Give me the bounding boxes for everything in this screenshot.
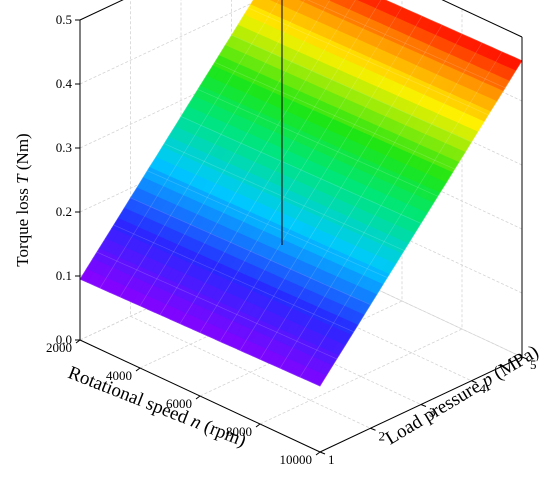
axis-lines [75,0,528,456]
axis-line [441,0,523,38]
x-tick-label: 6000 [166,396,192,411]
surface-mesh-line [130,197,371,306]
y-tick-label: 3 [429,405,436,420]
x-tick-mark [135,367,141,372]
surface-mesh-line [214,61,455,170]
y-tick-mark [521,356,528,360]
x-tick-label: 10000 [280,452,313,467]
surface-mesh-line [164,143,405,251]
surface-mesh-line [307,0,506,89]
surface-mesh-line [179,0,382,324]
surface-mesh-line [180,116,422,224]
z-tick-label: 0.5 [56,12,72,27]
surface-mesh-line [96,251,337,360]
surface-mesh-line [384,0,523,62]
x-tick-mark [315,451,321,456]
surface-mesh-line [139,0,331,307]
x-tick-mark [75,339,81,344]
surface-mesh-line [79,0,254,280]
z-tick-label: 0.2 [56,204,72,219]
axis-line [79,0,124,21]
x-tick-label: 8000 [226,424,252,439]
y-tick-label: 5 [530,357,537,372]
surface-mesh-line [231,34,472,143]
x-tick-label: 4000 [106,368,132,383]
surface-mesh-line [79,278,321,387]
x-tick-mark [255,423,261,428]
surface-plot [79,0,523,387]
surface-mesh-line [259,33,463,360]
surface-mesh-line [279,42,483,369]
surface-mesh-line [147,170,388,278]
surface-mesh-line [239,24,443,351]
surface-mesh-line [319,60,523,387]
surface-mesh-line [248,7,489,116]
z-tick-label: 0.3 [56,140,72,155]
y-tick-label: 4 [480,381,487,396]
x-tick-label: 2000 [46,340,72,355]
y-tick-mark [319,451,326,455]
y-tick-label: 1 [328,452,335,467]
surface-mesh-line [159,0,356,315]
z-tick-label: 0.4 [56,76,73,91]
y-tick-mark [471,380,477,384]
z-tick-label: 0.1 [56,268,72,283]
x-tick-mark [195,395,201,400]
y-tick-mark [370,427,376,431]
tick-labels: 0.0 0.1 0.2 0.3 0.4 0.5 2000 4000 6000 8000 10000 1… [46,12,537,467]
y-tick-label: 2 [379,428,386,443]
z-tick-label: 0.0 [56,332,72,347]
surface-mesh-line [299,51,503,378]
surface-mesh-line [99,0,280,289]
y-axis-label: Load pressure p (MPa) [382,341,543,449]
surface-mesh-line [219,15,423,342]
surface-mesh-line [119,0,305,298]
y-tick-mark [420,404,427,407]
surface-patch [312,372,327,387]
surface-mesh-line [197,89,438,197]
surface-mesh-line [199,7,403,333]
surface-mesh-line [113,224,354,333]
z-axis-label: Torque loss T (Nm) [13,133,32,266]
